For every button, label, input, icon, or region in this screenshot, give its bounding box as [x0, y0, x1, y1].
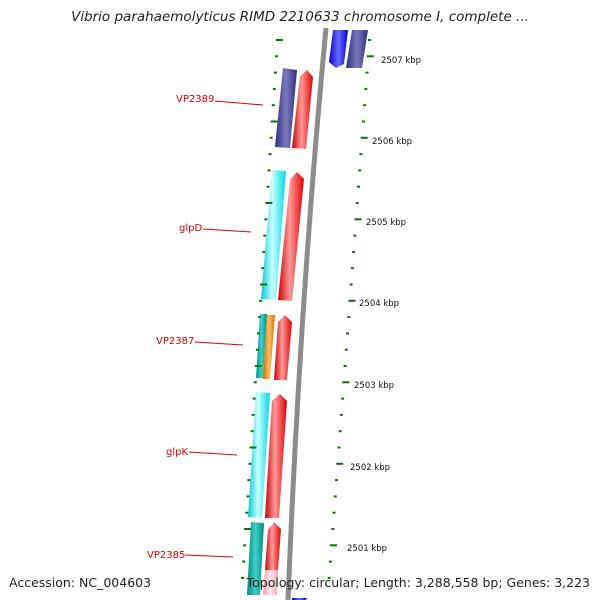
gene-label-vp2389[interactable]: VP2389 — [176, 94, 214, 105]
orf-arrow-vp2387 — [274, 315, 292, 380]
gene-label-vp2387[interactable]: VP2387 — [156, 336, 194, 347]
kbp-scale: 2507 kbp 2506 kbp 2505 kbp 2504 kbp 2503… — [347, 56, 421, 554]
gene-label-group-vp2385[interactable]: VP2385 — [147, 550, 234, 561]
gene-label-glpd[interactable]: glpD — [179, 223, 202, 234]
kbp-label: 2501 kbp — [347, 544, 387, 554]
orf-arrow-vp2389 — [292, 70, 313, 149]
map-title: Vibrio parahaemolyticus RIMD 2210633 chr… — [71, 9, 529, 25]
gene-label-group-vp2389[interactable]: VP2389 — [176, 94, 264, 106]
gene-feature-glpk-cog — [248, 392, 270, 518]
gene-feature-glpd-cog — [261, 170, 286, 300]
kbp-label: 2502 kbp — [350, 463, 390, 473]
accession-text: Accession: NC_004603 — [9, 575, 152, 590]
gene-label-group-glpk[interactable]: glpK — [166, 447, 238, 458]
ruler-ticks-right — [327, 39, 374, 579]
gene-label-group-glpd[interactable]: glpD — [179, 223, 252, 234]
backbone-arc — [285, 27, 329, 600]
kbp-label: 2505 kbp — [366, 218, 406, 228]
feature-band-outer — [262, 30, 372, 595]
gene-feature-vp2387-cog-teal — [256, 314, 267, 378]
gene-feature-vp2389-cog — [275, 68, 297, 148]
kbp-label: 2507 kbp — [381, 56, 421, 66]
kbp-label: 2504 kbp — [359, 299, 399, 309]
gene-label-group-vp2387[interactable]: VP2387 — [156, 336, 244, 347]
forward-strand-feature — [329, 30, 348, 68]
orf-arrow-glpd — [278, 172, 304, 301]
orf-arrow-glpk — [265, 394, 287, 518]
gene-feature-vp2385-cog — [247, 522, 264, 595]
kbp-label: 2503 kbp — [354, 381, 394, 391]
orf-arrow-vp2385 — [265, 522, 281, 570]
kbp-label: 2506 kbp — [372, 137, 412, 147]
topology-text: Topology: circular; Length: 3,288,558 bp… — [246, 575, 590, 590]
orf-arrow-vp2385-pink — [263, 570, 278, 595]
gene-label-glpk[interactable]: glpK — [166, 447, 188, 458]
forward-strand-feature-purple — [346, 30, 368, 68]
gene-label-vp2385[interactable]: VP2385 — [147, 550, 185, 561]
ruler-ticks-left — [241, 39, 283, 579]
gene-feature-vp2387-cog-orange — [263, 315, 275, 379]
